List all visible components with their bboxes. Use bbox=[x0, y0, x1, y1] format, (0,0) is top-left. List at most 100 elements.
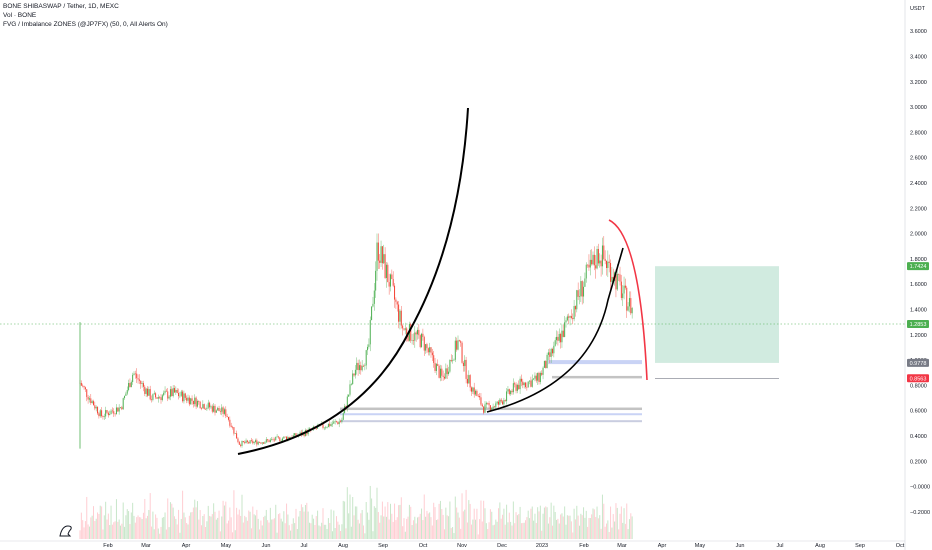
candle bbox=[538, 371, 540, 385]
volume-bar bbox=[572, 532, 574, 539]
zones bbox=[0, 266, 905, 423]
candle bbox=[241, 440, 243, 448]
candle bbox=[631, 306, 633, 319]
volume-bar bbox=[105, 501, 107, 539]
volume-bar bbox=[138, 517, 140, 539]
volume-bar bbox=[300, 504, 302, 539]
x-tick-label: Apr bbox=[658, 543, 667, 549]
volume-bar bbox=[357, 519, 359, 539]
candle-body bbox=[356, 362, 358, 370]
candle bbox=[535, 373, 537, 383]
volume-bar bbox=[592, 508, 594, 539]
candle bbox=[388, 273, 390, 295]
tv-logo-icon[interactable] bbox=[59, 525, 72, 537]
candle bbox=[568, 313, 570, 324]
volume-bar bbox=[317, 510, 319, 539]
volume-bar bbox=[240, 515, 242, 539]
candle-body bbox=[223, 409, 225, 414]
candle bbox=[384, 247, 386, 280]
x-tick-label: Sep bbox=[855, 543, 865, 549]
volume-bar bbox=[506, 504, 508, 539]
volume-bar bbox=[165, 529, 167, 539]
volume-bar bbox=[400, 497, 402, 539]
volume-bar bbox=[380, 515, 382, 539]
volume-bar bbox=[215, 519, 217, 539]
candle-body bbox=[169, 389, 171, 397]
candle-body bbox=[601, 245, 603, 267]
candle bbox=[488, 400, 490, 409]
candle bbox=[214, 404, 216, 416]
candle bbox=[402, 324, 404, 336]
volume-bar bbox=[403, 518, 405, 539]
candle-body bbox=[148, 389, 150, 396]
candle-body bbox=[367, 346, 369, 351]
volume-bar bbox=[626, 503, 628, 539]
candle-body bbox=[107, 412, 109, 416]
volume-bar bbox=[410, 506, 412, 539]
candle bbox=[252, 439, 254, 445]
candle bbox=[434, 358, 436, 374]
candle bbox=[441, 365, 443, 381]
candle bbox=[514, 381, 516, 388]
candle-body bbox=[468, 375, 470, 384]
candle-body bbox=[479, 396, 481, 398]
volume-bar bbox=[373, 506, 375, 539]
candle bbox=[371, 306, 373, 321]
candle-body bbox=[272, 439, 274, 440]
candle-body bbox=[141, 383, 143, 384]
candle bbox=[237, 437, 239, 444]
candle-body bbox=[557, 336, 559, 341]
candle-body bbox=[97, 406, 99, 414]
volume-bar bbox=[310, 523, 312, 539]
candle-body bbox=[429, 347, 431, 353]
volume-bar bbox=[174, 516, 175, 539]
volume-bar bbox=[569, 515, 571, 539]
candle-body bbox=[471, 387, 472, 392]
candle bbox=[569, 315, 571, 326]
candle bbox=[175, 386, 177, 395]
candle bbox=[203, 403, 205, 410]
volume-bar bbox=[483, 500, 485, 539]
candle bbox=[238, 440, 240, 445]
candle bbox=[433, 350, 435, 368]
volume-bar bbox=[595, 516, 597, 539]
candle bbox=[206, 404, 208, 411]
fvg-zone bbox=[340, 413, 642, 416]
candle bbox=[346, 394, 348, 412]
candle-body bbox=[129, 383, 131, 388]
candle bbox=[246, 439, 248, 444]
volume-bar bbox=[336, 516, 337, 539]
volume-bar bbox=[337, 521, 339, 539]
volume-bar bbox=[341, 524, 343, 539]
y-tick-label: 2.2000 bbox=[910, 206, 927, 212]
volume-bar bbox=[164, 512, 166, 539]
volume-bar bbox=[515, 512, 517, 539]
volume-bar bbox=[241, 494, 243, 539]
volume-bar bbox=[84, 521, 86, 539]
candle-body bbox=[210, 406, 212, 408]
candle-body bbox=[299, 432, 301, 435]
price-badge-bg bbox=[907, 358, 929, 367]
volume-bar bbox=[93, 506, 94, 539]
candle bbox=[394, 283, 396, 308]
candle bbox=[502, 400, 504, 405]
volume-bar bbox=[511, 525, 513, 539]
candle bbox=[202, 400, 204, 409]
candle bbox=[587, 264, 589, 268]
volume-bar bbox=[392, 521, 394, 539]
candle bbox=[174, 385, 175, 394]
candle bbox=[357, 359, 359, 376]
y-tick-label: −0.2000 bbox=[910, 510, 930, 516]
volume-bar bbox=[520, 523, 522, 539]
candle bbox=[399, 308, 401, 330]
candle-body bbox=[476, 390, 478, 396]
candle-body bbox=[507, 389, 509, 392]
volume-bar bbox=[554, 511, 556, 539]
volume-bar bbox=[129, 524, 131, 539]
candle bbox=[217, 406, 219, 411]
volume-bar bbox=[309, 522, 310, 539]
candle bbox=[132, 372, 134, 385]
candle bbox=[138, 374, 140, 385]
volume-bar bbox=[273, 518, 275, 539]
